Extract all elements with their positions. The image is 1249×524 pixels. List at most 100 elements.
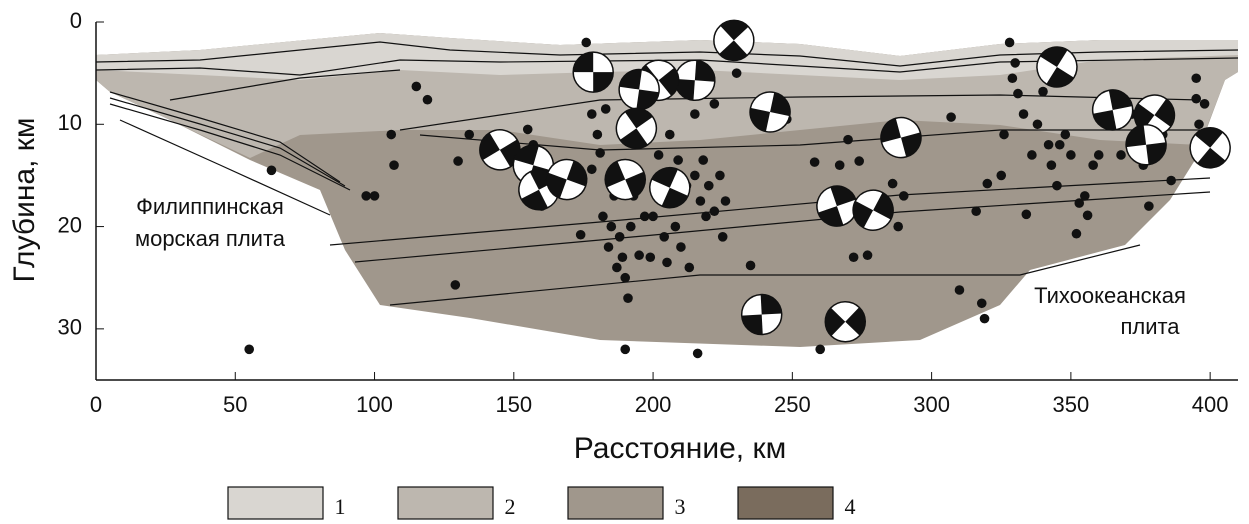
earthquake — [810, 157, 820, 167]
earthquake — [835, 160, 845, 170]
earthquake — [648, 212, 658, 222]
y-tick-label: 0 — [70, 8, 82, 33]
earthquake — [659, 232, 669, 242]
earthquake — [1027, 150, 1037, 160]
earthquake — [710, 206, 720, 216]
y-tick-label: 30 — [58, 315, 82, 340]
earthquake — [955, 285, 965, 295]
earthquake — [888, 179, 898, 189]
earthquake — [267, 166, 277, 176]
earthquake — [412, 82, 422, 92]
earthquake — [693, 349, 703, 359]
earthquake — [1080, 191, 1090, 201]
earthquake — [620, 345, 630, 355]
legend-swatch — [568, 487, 663, 519]
earthquake — [1166, 176, 1176, 186]
earthquake — [721, 196, 731, 206]
earthquake — [665, 130, 675, 140]
earthquake — [386, 130, 396, 140]
earthquake — [662, 258, 672, 268]
earthquake — [1019, 109, 1029, 119]
earthquake — [620, 273, 630, 283]
earthquake — [698, 155, 708, 165]
legend-label: 1 — [335, 494, 346, 519]
earthquake — [1033, 119, 1043, 129]
earthquake — [361, 191, 371, 201]
earthquake — [1116, 150, 1126, 160]
earthquake — [523, 125, 533, 135]
earthquake — [815, 345, 825, 355]
x-tick-label: 400 — [1192, 392, 1229, 417]
earthquake — [715, 171, 725, 181]
earthquake — [1044, 140, 1054, 150]
earthquake — [1038, 87, 1048, 97]
earthquake — [849, 252, 859, 262]
earthquake — [996, 171, 1006, 181]
earthquake — [626, 222, 636, 232]
earthquake — [684, 263, 694, 273]
earthquake — [899, 191, 909, 201]
x-tick-label: 100 — [356, 392, 393, 417]
earthquake — [1094, 150, 1104, 160]
earthquake — [645, 252, 655, 262]
earthquake — [980, 314, 990, 324]
annotation: морская плита — [135, 226, 286, 251]
earthquake — [704, 181, 714, 191]
earthquake — [673, 155, 683, 165]
earthquake — [946, 112, 956, 122]
legend-label: 3 — [675, 494, 686, 519]
earthquake — [615, 232, 625, 242]
earthquake — [587, 109, 597, 119]
earthquake — [1052, 181, 1062, 191]
earthquake — [640, 212, 650, 222]
y-tick-label: 20 — [58, 212, 82, 237]
earthquake — [464, 130, 474, 140]
earthquake — [893, 222, 903, 232]
x-tick-label: 150 — [495, 392, 532, 417]
earthquake — [595, 148, 605, 158]
earthquake — [1013, 89, 1023, 99]
earthquake — [1144, 201, 1154, 211]
y-tick-label: 10 — [58, 110, 82, 135]
x-tick-label: 350 — [1053, 392, 1090, 417]
earthquake — [1022, 209, 1032, 219]
x-tick-label: 50 — [223, 392, 247, 417]
earthquake — [587, 164, 597, 174]
earthquake — [1088, 160, 1098, 170]
earthquake — [1010, 58, 1020, 68]
chart: Филиппинская морская плита Тихоокеанская… — [0, 0, 1249, 524]
earthquake — [654, 150, 664, 160]
legend-swatch — [738, 487, 833, 519]
x-tick-label: 300 — [913, 392, 950, 417]
earthquake — [1072, 229, 1082, 239]
earthquake — [623, 293, 633, 303]
earthquake — [612, 263, 622, 273]
earthquake — [843, 135, 853, 145]
earthquake — [1200, 99, 1210, 109]
annotation: плита — [1120, 314, 1180, 339]
earthquake — [1055, 140, 1065, 150]
earthquake — [634, 250, 644, 260]
earthquake — [604, 242, 614, 252]
earthquake — [1191, 94, 1201, 104]
legend-label: 2 — [505, 494, 516, 519]
earthquake — [1066, 150, 1076, 160]
legend-swatch — [228, 487, 323, 519]
x-tick-label: 0 — [90, 392, 102, 417]
annotation: Филиппинская — [136, 194, 284, 219]
earthquake — [601, 104, 611, 114]
earthquake — [854, 156, 864, 166]
focal-mechanism — [573, 52, 613, 92]
earthquake — [606, 222, 616, 232]
earthquake — [451, 280, 461, 290]
earthquake — [1061, 130, 1071, 140]
earthquake — [983, 179, 993, 189]
earthquake — [1008, 73, 1018, 83]
earthquake — [690, 109, 700, 119]
x-axis-title: Расстояние, км — [574, 432, 786, 465]
earthquake — [244, 345, 254, 355]
earthquake — [598, 212, 608, 222]
legend-label: 4 — [845, 494, 856, 519]
earthquake — [581, 38, 591, 48]
earthquake — [576, 230, 586, 240]
